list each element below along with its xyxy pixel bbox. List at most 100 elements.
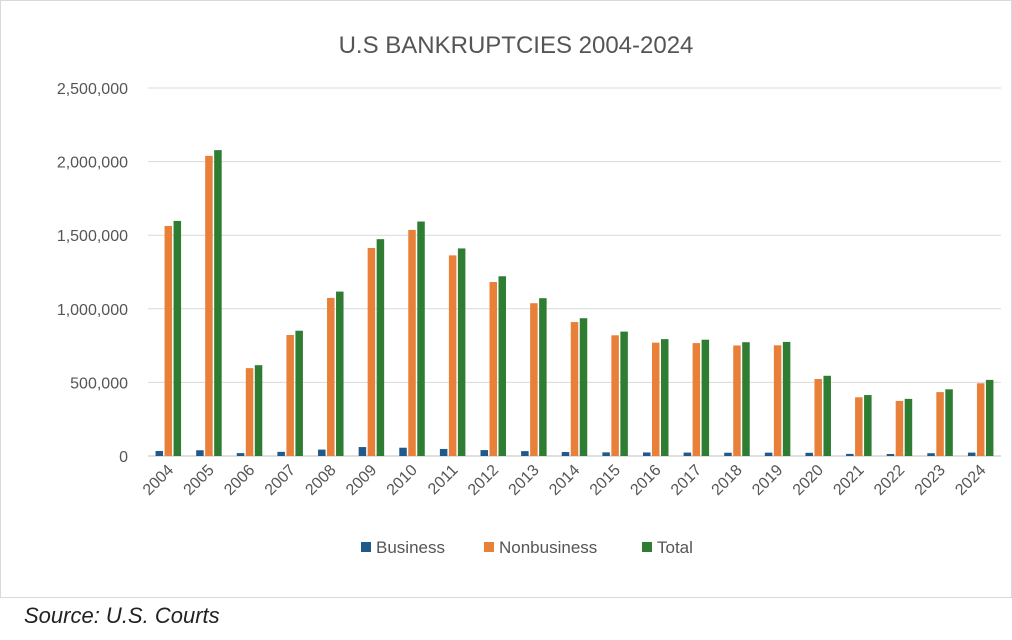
bar-nonbusiness-2008: [327, 297, 335, 456]
legend-label-nonbusiness: Nonbusiness: [499, 538, 597, 557]
bar-nonbusiness-2024: [976, 383, 985, 456]
bar-business-2007: [277, 451, 285, 456]
y-tick-label: 2,000,000: [57, 155, 128, 172]
bar-business-2010: [399, 447, 407, 456]
bar-nonbusiness-2021: [855, 397, 863, 456]
bar-nonbusiness-2012: [489, 282, 498, 456]
y-tick-label: 0: [119, 449, 128, 466]
legend-swatch-nonbusiness: [484, 542, 494, 552]
bar-nonbusiness-2017: [692, 343, 701, 456]
x-tick-label: 2015: [587, 462, 624, 499]
x-tick-label: 2020: [790, 462, 827, 499]
y-tick-label: 2,500,000: [57, 81, 128, 98]
bar-chart: U.S BANKRUPTCIES 2004-2024 0 500,000 1,000…: [57, 32, 1001, 557]
bar-business-2018: [724, 452, 732, 456]
x-tick-label: 2013: [506, 462, 543, 499]
x-tick-label: 2009: [343, 462, 380, 499]
legend: Business Nonbusiness Total: [361, 538, 693, 557]
bar-nonbusiness-2014: [570, 322, 579, 456]
bars: [155, 150, 994, 457]
x-tick-label: 2017: [668, 462, 705, 499]
bar-nonbusiness-2010: [408, 229, 416, 456]
x-tick-label: 2005: [181, 462, 218, 499]
chart-title: U.S BANKRUPTCIES 2004-2024: [339, 32, 694, 59]
bar-business-2014: [561, 452, 570, 456]
x-tick-label: 2010: [384, 462, 421, 499]
bar-nonbusiness-2015: [611, 335, 619, 456]
bar-total-2017: [701, 339, 710, 456]
bar-nonbusiness-2020: [814, 379, 822, 456]
bar-nonbusiness-2022: [895, 400, 904, 456]
bar-total-2024: [985, 379, 994, 456]
bar-nonbusiness-2011: [448, 255, 457, 456]
x-tick-label: 2019: [749, 462, 786, 499]
bar-total-2019: [782, 341, 791, 456]
bar-business-2009: [358, 447, 367, 456]
bar-nonbusiness-2005: [205, 155, 213, 457]
chart-frame: U.S BANKRUPTCIES 2004-2024 0 500,000 1,000…: [0, 0, 1012, 598]
bar-total-2011: [457, 248, 466, 456]
bar-business-2006: [236, 453, 245, 456]
bar-business-2012: [480, 450, 489, 456]
bar-total-2012: [498, 276, 507, 456]
bar-total-2009: [376, 239, 385, 456]
bar-business-2021: [846, 453, 854, 456]
bar-nonbusiness-2019: [773, 345, 782, 456]
bar-nonbusiness-2016: [651, 342, 660, 456]
bar-business-2008: [318, 449, 326, 456]
bar-business-2017: [683, 452, 692, 456]
bar-total-2006: [254, 365, 263, 456]
bar-total-2004: [173, 220, 182, 456]
bar-nonbusiness-2006: [245, 368, 254, 456]
bar-total-2020: [823, 375, 831, 456]
bar-total-2015: [620, 331, 628, 456]
x-axis-ticks: 2004 2005 2006 2007 2008 2009 2010 2011 2012 2013…: [140, 462, 990, 499]
bar-total-2008: [336, 291, 344, 456]
x-tick-label: 2014: [546, 462, 583, 499]
bar-nonbusiness-2004: [164, 225, 173, 456]
bar-business-2019: [764, 452, 773, 456]
bar-total-2018: [742, 342, 750, 456]
x-tick-label: 2024: [952, 462, 989, 499]
bar-business-2013: [521, 451, 529, 456]
bar-business-2023: [927, 453, 935, 456]
legend-label-business: Business: [376, 538, 445, 557]
bar-total-2016: [660, 339, 669, 456]
x-tick-label: 2021: [830, 462, 867, 499]
x-tick-label: 2011: [425, 462, 461, 498]
bar-total-2007: [295, 330, 303, 456]
bar-nonbusiness-2023: [936, 392, 944, 456]
bar-total-2005: [214, 150, 222, 456]
x-tick-label: 2008: [302, 462, 339, 499]
x-tick-label: 2022: [871, 462, 908, 499]
bar-total-2010: [417, 221, 425, 456]
y-tick-label: 1,000,000: [57, 302, 128, 319]
bar-nonbusiness-2007: [286, 335, 294, 456]
legend-label-total: Total: [657, 538, 693, 557]
legend-swatch-total: [642, 542, 652, 552]
bar-total-2023: [945, 389, 953, 456]
bar-business-2005: [196, 450, 204, 456]
bar-nonbusiness-2009: [367, 248, 376, 456]
bar-business-2011: [439, 448, 448, 456]
bar-business-2004: [155, 450, 164, 456]
y-axis-ticks: 0 500,000 1,000,000 1,500,000 2,000,000 2,500…: [57, 81, 128, 466]
x-tick-label: 2004: [140, 462, 177, 499]
bar-total-2022: [904, 398, 913, 456]
x-tick-label: 2007: [262, 462, 299, 499]
x-tick-label: 2023: [912, 462, 949, 499]
x-tick-label: 2006: [221, 462, 258, 499]
legend-swatch-business: [361, 542, 371, 552]
bar-business-2020: [805, 452, 813, 456]
bar-total-2013: [539, 298, 547, 456]
source-note: Source: U.S. Courts: [24, 603, 220, 628]
y-tick-label: 1,500,000: [57, 228, 128, 245]
bar-business-2015: [602, 452, 610, 456]
bar-total-2021: [864, 395, 872, 456]
bar-total-2014: [579, 318, 588, 456]
bar-business-2024: [967, 452, 976, 456]
x-tick-label: 2016: [627, 462, 664, 499]
x-tick-label: 2018: [709, 462, 746, 499]
bar-business-2016: [642, 452, 651, 456]
bar-business-2022: [886, 454, 895, 456]
